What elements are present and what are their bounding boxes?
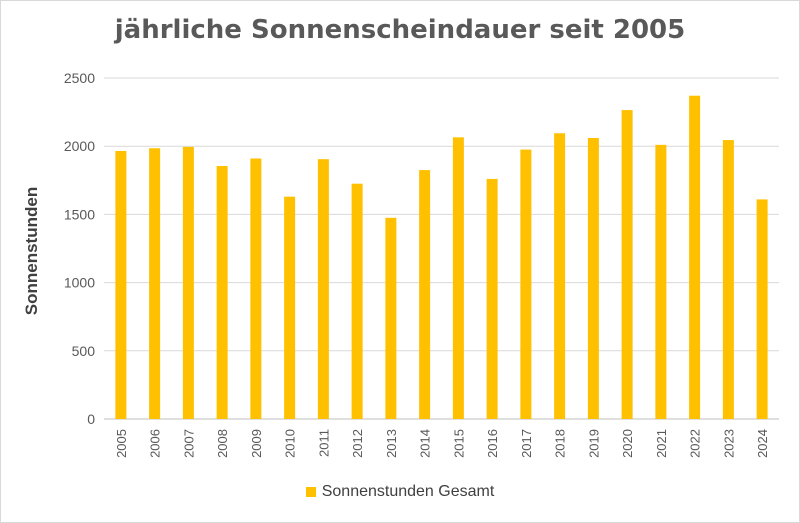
- bar: [216, 165, 228, 419]
- x-tick-label: 2014: [418, 429, 433, 458]
- x-tick-label: 2023: [721, 429, 736, 458]
- chart-title: jährliche Sonnenscheindauer seit 2005: [114, 15, 686, 45]
- x-tick-label: 2012: [350, 429, 365, 458]
- x-tick-label: 2010: [283, 429, 298, 458]
- bar: [452, 137, 464, 420]
- bar: [284, 196, 296, 419]
- x-tick-label: 2018: [553, 429, 568, 458]
- y-tick-label: 0: [87, 411, 95, 427]
- x-tick-label: 2005: [114, 429, 129, 458]
- x-tick-label: 2019: [586, 429, 601, 458]
- bar: [722, 140, 734, 419]
- legend: Sonnenstunden Gesamt: [1, 483, 799, 501]
- bar: [115, 150, 127, 419]
- x-tick-label: 2022: [688, 429, 703, 458]
- y-tick-label: 2500: [64, 70, 95, 86]
- y-tick-label: 500: [72, 343, 96, 359]
- x-tick-label: 2007: [181, 429, 196, 458]
- y-tick-label: 1000: [64, 275, 95, 291]
- x-tick-label: 2008: [215, 429, 230, 458]
- y-tick-label: 1500: [64, 206, 95, 222]
- x-tick-label: 2020: [620, 429, 635, 458]
- bar: [621, 110, 633, 419]
- bar: [689, 95, 701, 420]
- legend-swatch: [305, 487, 316, 497]
- bar: [587, 138, 599, 420]
- x-tick-label: 2015: [451, 429, 466, 458]
- bar: [554, 133, 566, 419]
- y-tick-label: 2000: [64, 138, 95, 154]
- bar: [419, 170, 431, 419]
- x-tick-label: 2009: [249, 429, 264, 458]
- bar: [182, 146, 194, 419]
- bar: [655, 144, 667, 419]
- x-tick-label: 2016: [485, 429, 500, 458]
- bar: [149, 148, 161, 419]
- x-tick-label: 2013: [384, 429, 399, 458]
- x-tick-label: 2021: [654, 429, 669, 458]
- legend-label: Sonnenstunden Gesamt: [321, 483, 495, 500]
- bar: [351, 183, 363, 419]
- bar: [486, 178, 498, 419]
- bar: [250, 158, 262, 419]
- x-tick-label: 2006: [148, 429, 163, 458]
- bar: [756, 199, 768, 419]
- bar: [317, 159, 329, 419]
- bar: [520, 149, 532, 420]
- x-tick-label: 2024: [755, 429, 770, 458]
- x-tick-label: 2011: [316, 429, 331, 457]
- bar: [385, 217, 397, 419]
- x-tick-label: 2017: [519, 429, 534, 458]
